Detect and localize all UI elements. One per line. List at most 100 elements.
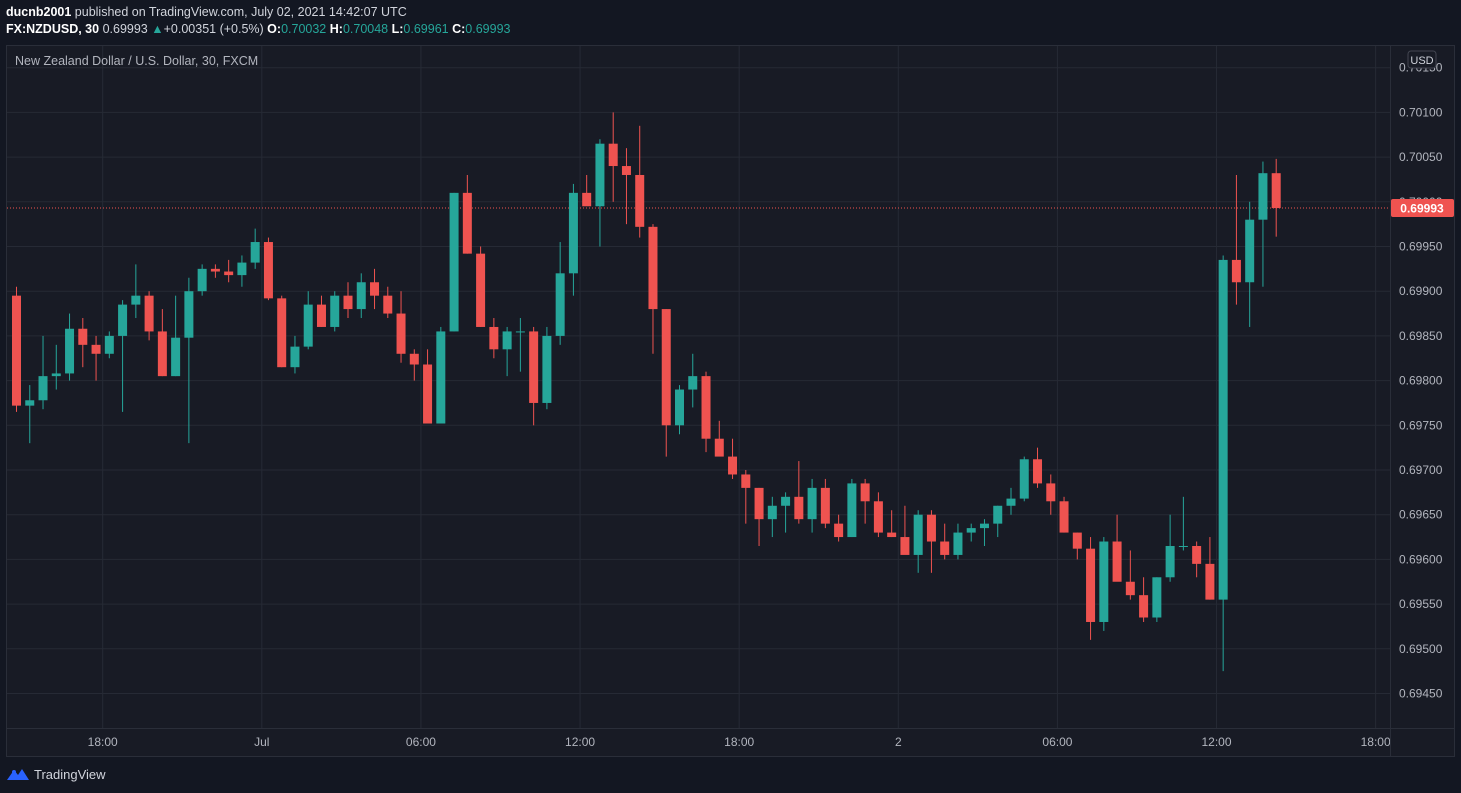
candle-body: [1006, 498, 1016, 506]
candle-body: [741, 474, 751, 488]
candle-body: [78, 328, 88, 345]
candle-body: [979, 523, 989, 529]
candle-body: [303, 304, 313, 347]
candle-body: [1019, 459, 1029, 499]
y-tick-label: 0.69850: [1399, 329, 1443, 343]
y-tick-label: 0.69500: [1399, 642, 1443, 656]
candle-body: [1152, 577, 1162, 618]
candle-body: [820, 487, 830, 524]
candle-body: [91, 344, 101, 354]
candle-body: [449, 192, 459, 332]
candle-body: [1059, 501, 1069, 533]
published-text: published on TradingView.com, July 02, 2…: [74, 5, 407, 19]
candle-body: [781, 496, 791, 506]
candle-body: [436, 331, 446, 424]
candle-body: [582, 192, 592, 207]
x-tick-label: 18:00: [1361, 735, 1391, 749]
footer: TradingView: [6, 764, 106, 784]
plot-background: [7, 46, 1454, 756]
candle-body: [648, 226, 658, 310]
candle-body: [38, 376, 48, 401]
close-value: 0.69993: [465, 22, 511, 36]
candle-body: [277, 298, 287, 368]
candle-body: [767, 505, 777, 520]
close-label: C:: [452, 22, 466, 36]
candle-body: [1245, 219, 1255, 283]
candle-body: [794, 496, 804, 520]
candle-body: [900, 537, 910, 555]
candle-body: [171, 337, 181, 377]
candle-body: [1086, 548, 1096, 622]
candle-body: [714, 438, 724, 457]
high-label: H:: [329, 22, 343, 36]
candle-body: [1271, 173, 1281, 209]
candle-body: [370, 282, 380, 296]
y-tick-label: 0.69600: [1399, 552, 1443, 566]
candle-body: [608, 143, 618, 167]
low-value: 0.69961: [403, 22, 449, 36]
candle-body: [1192, 545, 1202, 564]
candle-body: [263, 242, 273, 299]
candle-body: [966, 528, 976, 533]
candlestick-chart[interactable]: 0.701500.701000.700500.700000.699500.699…: [7, 46, 1454, 756]
candle-body: [316, 304, 326, 327]
candle-body: [462, 192, 472, 254]
candle-body: [873, 501, 883, 533]
candle-body: [104, 335, 114, 354]
y-tick-label: 0.70050: [1399, 150, 1443, 164]
candle-body: [1178, 545, 1188, 547]
x-tick-label: Jul: [254, 735, 269, 749]
candle-body: [290, 346, 300, 368]
last-price-value: 0.69993: [102, 22, 148, 36]
y-tick-label: 0.69800: [1399, 374, 1443, 388]
candle-body: [1139, 595, 1149, 618]
symbol-info: FX:NZDUSD, 30 0.69993 ▲+0.00351 (+0.5%) …: [6, 22, 510, 36]
candle-body: [688, 376, 698, 390]
candle-body: [568, 192, 578, 274]
chart-area[interactable]: 0.701500.701000.700500.700000.699500.699…: [6, 45, 1455, 757]
candle-body: [542, 335, 552, 403]
publisher-name[interactable]: ducnb2001: [6, 5, 72, 19]
candle-body: [807, 487, 817, 520]
x-tick-label: 06:00: [406, 735, 436, 749]
y-tick-label: 0.69700: [1399, 463, 1443, 477]
candle-body: [847, 483, 857, 538]
candle-body: [926, 514, 936, 542]
currency-label: USD: [1410, 55, 1433, 67]
y-tick-label: 0.69900: [1399, 284, 1443, 298]
candle-body: [701, 376, 711, 439]
candle-body: [635, 174, 645, 227]
high-value: 0.70048: [342, 22, 389, 36]
candle-body: [1099, 541, 1109, 622]
low-label: L:: [391, 22, 404, 36]
open-label: O:: [267, 22, 282, 36]
candle-body: [489, 326, 499, 350]
open-value: 0.70032: [281, 22, 327, 36]
candle-body: [210, 268, 220, 272]
candle-body: [1046, 483, 1056, 502]
x-tick-label: 12:00: [1202, 735, 1232, 749]
candle-body: [621, 166, 631, 175]
tradingview-logo-icon[interactable]: [6, 766, 30, 782]
y-tick-label: 0.70100: [1399, 105, 1443, 119]
candle-body: [940, 541, 950, 555]
candle-body: [184, 291, 194, 338]
x-tick-label: 06:00: [1042, 735, 1072, 749]
candle-body: [409, 353, 419, 365]
candle-body: [1112, 541, 1122, 582]
candle-body: [529, 331, 539, 403]
candle-body: [1258, 173, 1268, 220]
candle-body: [396, 313, 406, 354]
candle-body: [25, 400, 35, 406]
candle-body: [476, 253, 486, 327]
footer-brand[interactable]: TradingView: [34, 766, 106, 782]
candle-body: [728, 456, 738, 475]
candle-body: [237, 262, 247, 276]
candle-body: [383, 295, 393, 314]
candle-body: [661, 309, 671, 426]
candle-body: [1125, 581, 1135, 596]
chart-title: New Zealand Dollar / U.S. Dollar, 30, FX…: [15, 54, 258, 68]
y-tick-label: 0.69450: [1399, 687, 1443, 701]
candle-body: [502, 331, 512, 350]
candle-body: [1205, 563, 1215, 600]
